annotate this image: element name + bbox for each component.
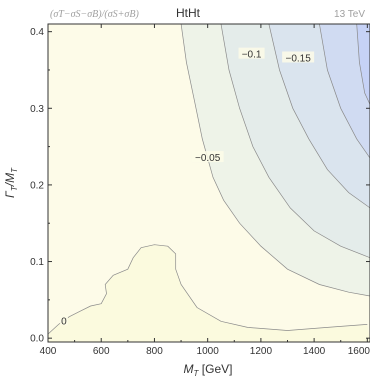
contour-label-bg-2 bbox=[238, 47, 265, 59]
contour-line-5 bbox=[356, 24, 370, 105]
y-tick-label: 0.1 bbox=[30, 257, 44, 268]
y-tick-label: 0.0 bbox=[30, 334, 44, 345]
contour-fill-zero-island bbox=[48, 244, 370, 342]
contour-lines bbox=[48, 24, 370, 334]
contour-line-4 bbox=[319, 24, 370, 159]
contour-label-1: −0.05 bbox=[195, 153, 221, 164]
contour-line-0 bbox=[48, 244, 368, 334]
contour-line-1 bbox=[180, 24, 370, 297]
contour-label-0: 0 bbox=[61, 316, 67, 327]
y-tick-label: 0.3 bbox=[30, 104, 44, 115]
x-tick-label: 800 bbox=[146, 346, 163, 357]
y-axis-ticks: 0.0 0.1 0.2 0.3 0.4 bbox=[30, 27, 370, 345]
contour-line-2 bbox=[220, 24, 370, 259]
contour-fills bbox=[48, 24, 370, 342]
x-tick-label: 1400 bbox=[303, 346, 326, 357]
x-tick-label: 1600 bbox=[348, 346, 370, 357]
plot-area: 0 −0.05 −0.1 −0.15 bbox=[48, 24, 370, 342]
contour-label-2: −0.1 bbox=[242, 50, 262, 61]
y-tick-label: 0.4 bbox=[30, 27, 44, 38]
contour-label-3: −0.15 bbox=[285, 53, 311, 64]
contour-labels: 0 −0.05 −0.1 −0.15 bbox=[59, 47, 315, 327]
chart-formula: (σT−σS−σB)/(σS+σB) bbox=[50, 9, 139, 20]
x-axis-label: MT [GeV] bbox=[184, 362, 233, 378]
x-tick-label: 1200 bbox=[250, 346, 273, 357]
contour-fill-level-4 bbox=[319, 24, 370, 159]
y-axis-label: ΓT/MT bbox=[3, 167, 19, 198]
y-tick-label: 0.2 bbox=[30, 180, 44, 191]
x-axis-ticks: 400 600 800 1000 1200 1400 1600 bbox=[40, 24, 370, 357]
contour-label-bg-1 bbox=[191, 151, 224, 163]
x-tick-label: 400 bbox=[40, 346, 57, 357]
x-tick-label: 1000 bbox=[197, 346, 220, 357]
contour-line-3 bbox=[268, 24, 370, 209]
plot-frame bbox=[47, 23, 370, 343]
contour-fill-level-5 bbox=[356, 24, 370, 105]
x-tick-label: 600 bbox=[93, 346, 110, 357]
chart-title: HtHt bbox=[176, 6, 201, 20]
chart-energy: 13 TeV bbox=[334, 9, 365, 20]
contour-label-bg-3 bbox=[282, 51, 315, 63]
contour-label-bg-0 bbox=[59, 314, 68, 326]
